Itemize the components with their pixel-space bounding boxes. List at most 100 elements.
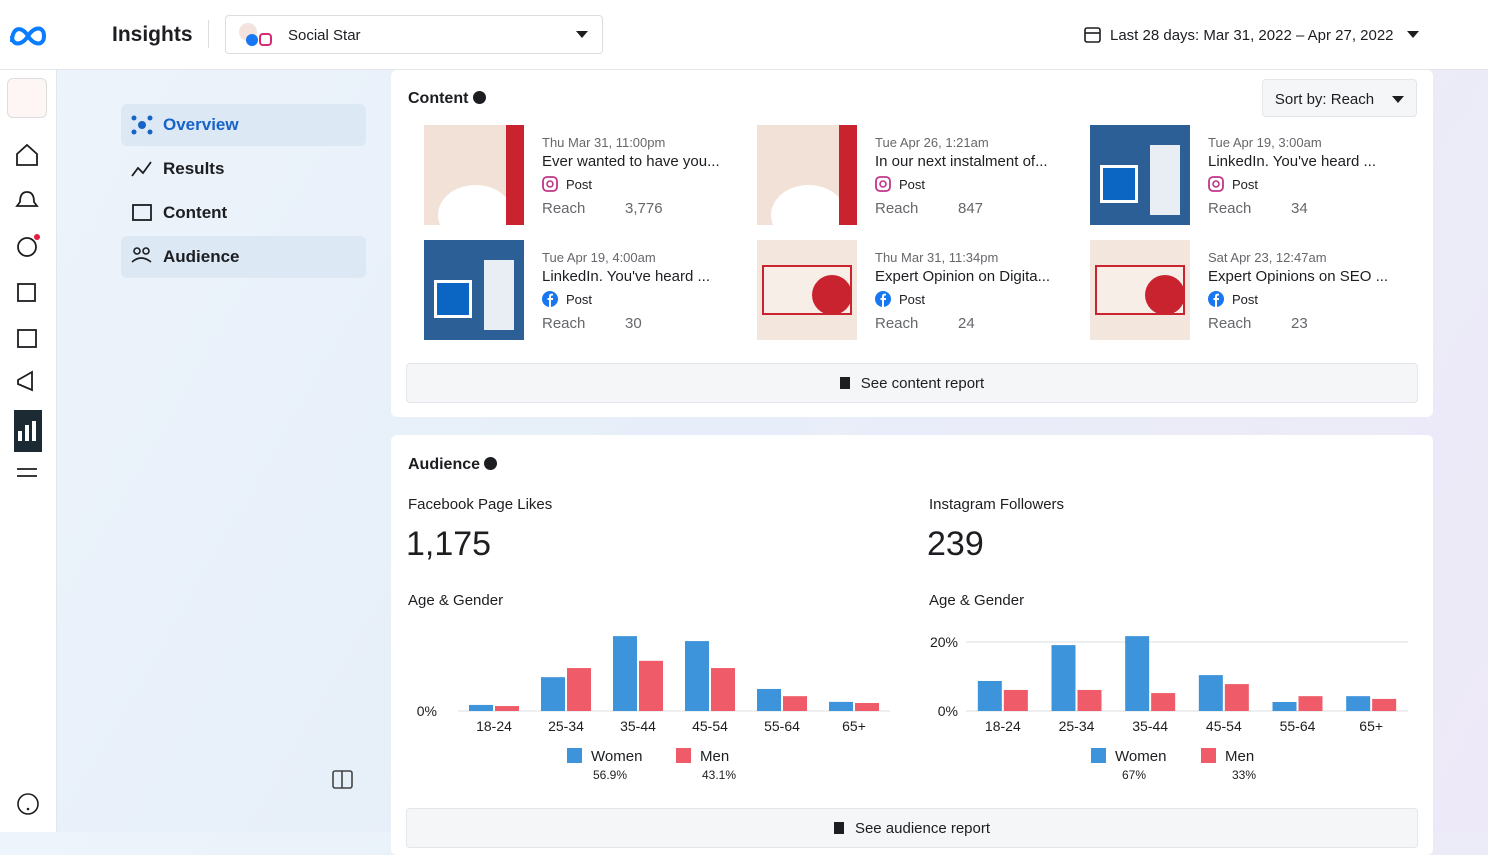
bar: [639, 660, 663, 711]
dropdown-arrow: [1392, 96, 1404, 103]
metric-label: Reach: [875, 200, 919, 217]
legend-swatch: [1201, 748, 1216, 763]
post-type: Post: [566, 292, 593, 307]
bar: [711, 668, 735, 711]
post-text: Expert Opinion on Digita...: [875, 268, 1051, 285]
post-thumbnail[interactable]: [424, 240, 524, 340]
dropdown-arrow: [1407, 31, 1419, 38]
post-text: LinkedIn. You've heard ...: [1208, 153, 1376, 170]
bar: [1272, 702, 1297, 711]
metric-value: 847: [958, 200, 984, 217]
bar: [1346, 696, 1371, 711]
y-tick-label: 0%: [938, 703, 958, 719]
nav-item[interactable]: Overview: [121, 104, 366, 146]
page-avatar[interactable]: [7, 78, 47, 118]
bar: [855, 703, 879, 711]
section-title: Audience: [408, 456, 498, 474]
rail-icons: [14, 143, 42, 477]
metric-label: Reach: [542, 315, 586, 332]
x-tick-label: 18-24: [985, 718, 1021, 734]
content-card: Content Sort by: Reach Thu Mar 31, 11:00…: [391, 70, 1433, 417]
post-text: In our next instalment of...: [875, 153, 1048, 170]
post-date: Tue Apr 19, 4:00am: [542, 250, 656, 265]
bar: [1003, 689, 1028, 711]
page-title: Insights: [112, 23, 193, 46]
post-thumbnail[interactable]: [424, 125, 524, 225]
metric-value: 24: [958, 315, 975, 332]
bar: [1151, 693, 1176, 711]
post-date: Thu Mar 31, 11:00pm: [542, 135, 666, 150]
platform-icon: [1208, 291, 1224, 307]
legend-share: 56.9%: [593, 768, 627, 782]
metric-label: Reach: [1208, 315, 1252, 332]
x-tick-label: 45-54: [692, 718, 728, 734]
dropdown-arrow: [576, 31, 588, 38]
legend-swatch: [676, 748, 691, 763]
nav-label: Audience: [163, 247, 240, 266]
post-text: Expert Opinions on SEO ...: [1208, 268, 1389, 285]
legend-label: Women: [591, 748, 642, 765]
legend-share: 67%: [1122, 768, 1146, 782]
metric-value: 30: [625, 315, 642, 332]
x-tick-label: 18-24: [476, 718, 512, 734]
x-tick-label: 35-44: [1132, 718, 1168, 734]
section-title: Content: [408, 90, 486, 108]
metric-label: Facebook Page Likes: [408, 496, 553, 513]
metric-label: Reach: [542, 200, 586, 217]
top-bar: Insights Social Star Last 28 days: Mar 3…: [0, 0, 1488, 70]
bar: [469, 704, 493, 711]
nav-icons: [131, 115, 153, 263]
metric-label: Reach: [1208, 200, 1252, 217]
metric-value: 1,175: [406, 525, 492, 563]
nav-item[interactable]: Audience: [121, 236, 366, 278]
icon-rail: [0, 70, 57, 832]
section-title-text: Audience: [408, 456, 481, 473]
platform-icon: [875, 176, 891, 192]
metric-value: 34: [1291, 200, 1308, 217]
nav-item[interactable]: Content: [121, 192, 366, 234]
x-tick-label: 55-64: [764, 718, 800, 734]
bar: [1372, 698, 1397, 711]
metric-value: 239: [927, 525, 984, 563]
report-icon: [833, 822, 844, 834]
legend-swatch: [1091, 748, 1106, 763]
collapse-icon[interactable]: [332, 770, 354, 790]
post-date: Thu Mar 31, 11:34pm: [875, 250, 999, 265]
post-thumbnail[interactable]: [1090, 240, 1190, 340]
post-thumbnail[interactable]: [757, 240, 857, 340]
post-date: Tue Apr 26, 1:21am: [875, 135, 989, 150]
nav-item[interactable]: Results: [121, 148, 366, 190]
metric-value: 23: [1291, 315, 1308, 332]
bar: [977, 680, 1002, 711]
charts: 0% 18-24 25-34 35-44 45-54 55-64 65+ Women 56.9%…: [417, 634, 1408, 782]
account-selector[interactable]: Social Star: [225, 15, 603, 54]
info-icon: [484, 457, 498, 470]
report-label: See content report: [860, 375, 985, 392]
legend-share: 33%: [1232, 768, 1256, 782]
account-name: Social Star: [288, 27, 361, 44]
calendar-icon: [1084, 27, 1101, 43]
y-tick-label: 20%: [930, 634, 958, 650]
post-thumbnail[interactable]: [1090, 125, 1190, 225]
bar: [757, 688, 781, 711]
chart-title: Age & Gender: [929, 592, 1025, 609]
x-tick-label: 25-34: [1059, 718, 1095, 734]
metric-label: Instagram Followers: [929, 496, 1065, 513]
platform-icon: [542, 176, 558, 192]
platform-icon: [542, 291, 558, 307]
sort-button[interactable]: Sort by: Reach: [1262, 79, 1417, 117]
audience-card: Audience Facebook Page Likes 1,175 Age &…: [391, 435, 1433, 855]
bar: [685, 641, 709, 711]
bar: [567, 668, 591, 711]
y-tick-label: 0%: [417, 703, 437, 719]
post-date: Sat Apr 23, 12:47am: [1208, 250, 1327, 265]
meta-logo: [10, 26, 47, 46]
content-report-button[interactable]: See content report: [406, 363, 1418, 403]
post-thumbnail[interactable]: [757, 125, 857, 225]
bar: [829, 701, 853, 711]
help-icon[interactable]: [16, 792, 40, 816]
bar: [613, 636, 637, 711]
x-tick-label: 45-54: [1206, 718, 1242, 734]
date-range[interactable]: Last 28 days: Mar 31, 2022 – Apr 27, 202…: [1110, 27, 1394, 44]
bar: [541, 677, 565, 711]
